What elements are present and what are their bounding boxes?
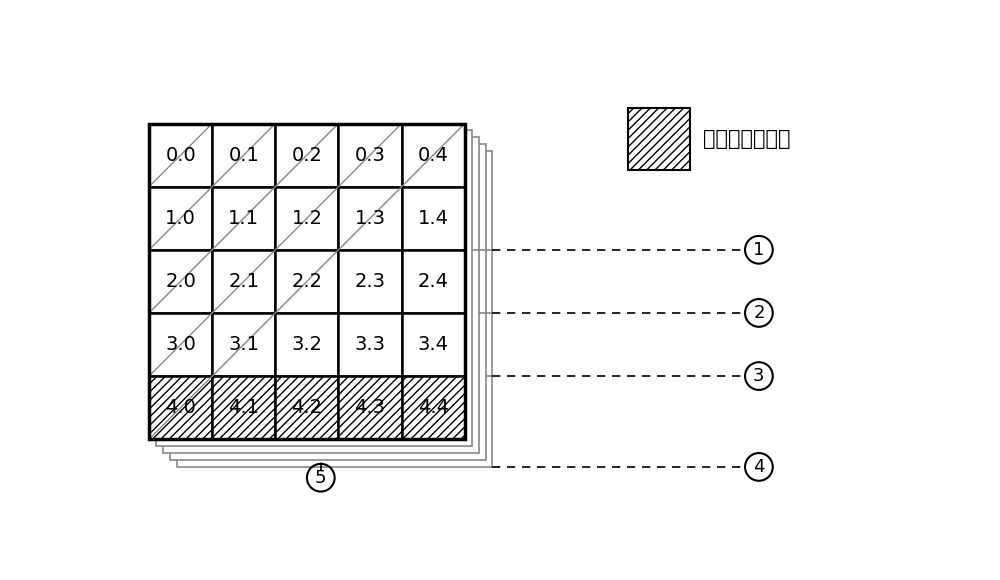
FancyBboxPatch shape [275, 187, 338, 250]
FancyBboxPatch shape [149, 187, 212, 250]
Text: 0.1: 0.1 [228, 146, 259, 165]
Text: 1.1: 1.1 [228, 209, 259, 228]
FancyBboxPatch shape [402, 124, 465, 187]
FancyBboxPatch shape [628, 108, 690, 170]
FancyBboxPatch shape [402, 187, 465, 250]
Text: 2.0: 2.0 [165, 272, 196, 291]
Bar [149, 124, 465, 439]
Text: 1: 1 [753, 241, 765, 259]
Text: 1.0: 1.0 [165, 209, 196, 228]
FancyBboxPatch shape [275, 250, 338, 313]
Text: 0.2: 0.2 [291, 146, 322, 165]
Text: 3: 3 [753, 367, 765, 385]
FancyBboxPatch shape [275, 313, 338, 376]
Text: 1.3: 1.3 [355, 209, 386, 228]
FancyBboxPatch shape [338, 187, 402, 250]
Text: 4.0: 4.0 [165, 398, 196, 417]
Text: 3.4: 3.4 [418, 335, 449, 354]
FancyBboxPatch shape [402, 313, 465, 376]
Text: 3.0: 3.0 [165, 335, 196, 354]
FancyBboxPatch shape [338, 250, 402, 313]
Text: 3.2: 3.2 [291, 335, 322, 354]
FancyBboxPatch shape [338, 376, 402, 439]
FancyBboxPatch shape [163, 137, 479, 453]
Text: 5: 5 [315, 469, 327, 487]
FancyBboxPatch shape [212, 187, 275, 250]
Text: 1.2: 1.2 [291, 209, 322, 228]
FancyBboxPatch shape [170, 144, 486, 460]
Text: 2.1: 2.1 [228, 272, 259, 291]
FancyBboxPatch shape [149, 124, 212, 187]
Text: 3.1: 3.1 [228, 335, 259, 354]
FancyBboxPatch shape [149, 376, 212, 439]
FancyBboxPatch shape [212, 376, 275, 439]
Text: 3.3: 3.3 [355, 335, 386, 354]
Text: 0.3: 0.3 [355, 146, 385, 165]
Text: 组内编碼校验块: 组内编碼校验块 [703, 129, 791, 149]
FancyBboxPatch shape [338, 313, 402, 376]
Text: 4.4: 4.4 [418, 398, 449, 417]
FancyBboxPatch shape [402, 250, 465, 313]
FancyBboxPatch shape [149, 250, 212, 313]
Text: 4.2: 4.2 [291, 398, 322, 417]
FancyBboxPatch shape [275, 376, 338, 439]
FancyBboxPatch shape [177, 151, 492, 467]
Text: 4: 4 [753, 458, 765, 476]
FancyBboxPatch shape [212, 313, 275, 376]
FancyBboxPatch shape [149, 313, 212, 376]
Text: 0.4: 0.4 [418, 146, 449, 165]
Text: 2.4: 2.4 [418, 272, 449, 291]
Text: 4.3: 4.3 [355, 398, 386, 417]
Text: 2.3: 2.3 [355, 272, 386, 291]
FancyBboxPatch shape [156, 130, 472, 446]
FancyBboxPatch shape [338, 124, 402, 187]
FancyBboxPatch shape [275, 124, 338, 187]
Bar [149, 124, 465, 439]
Text: 4.1: 4.1 [228, 398, 259, 417]
FancyBboxPatch shape [212, 250, 275, 313]
Text: 0.0: 0.0 [165, 146, 196, 165]
Text: 2.2: 2.2 [291, 272, 322, 291]
Text: 2: 2 [753, 304, 765, 322]
Text: 1.4: 1.4 [418, 209, 449, 228]
FancyBboxPatch shape [212, 124, 275, 187]
FancyBboxPatch shape [402, 376, 465, 439]
